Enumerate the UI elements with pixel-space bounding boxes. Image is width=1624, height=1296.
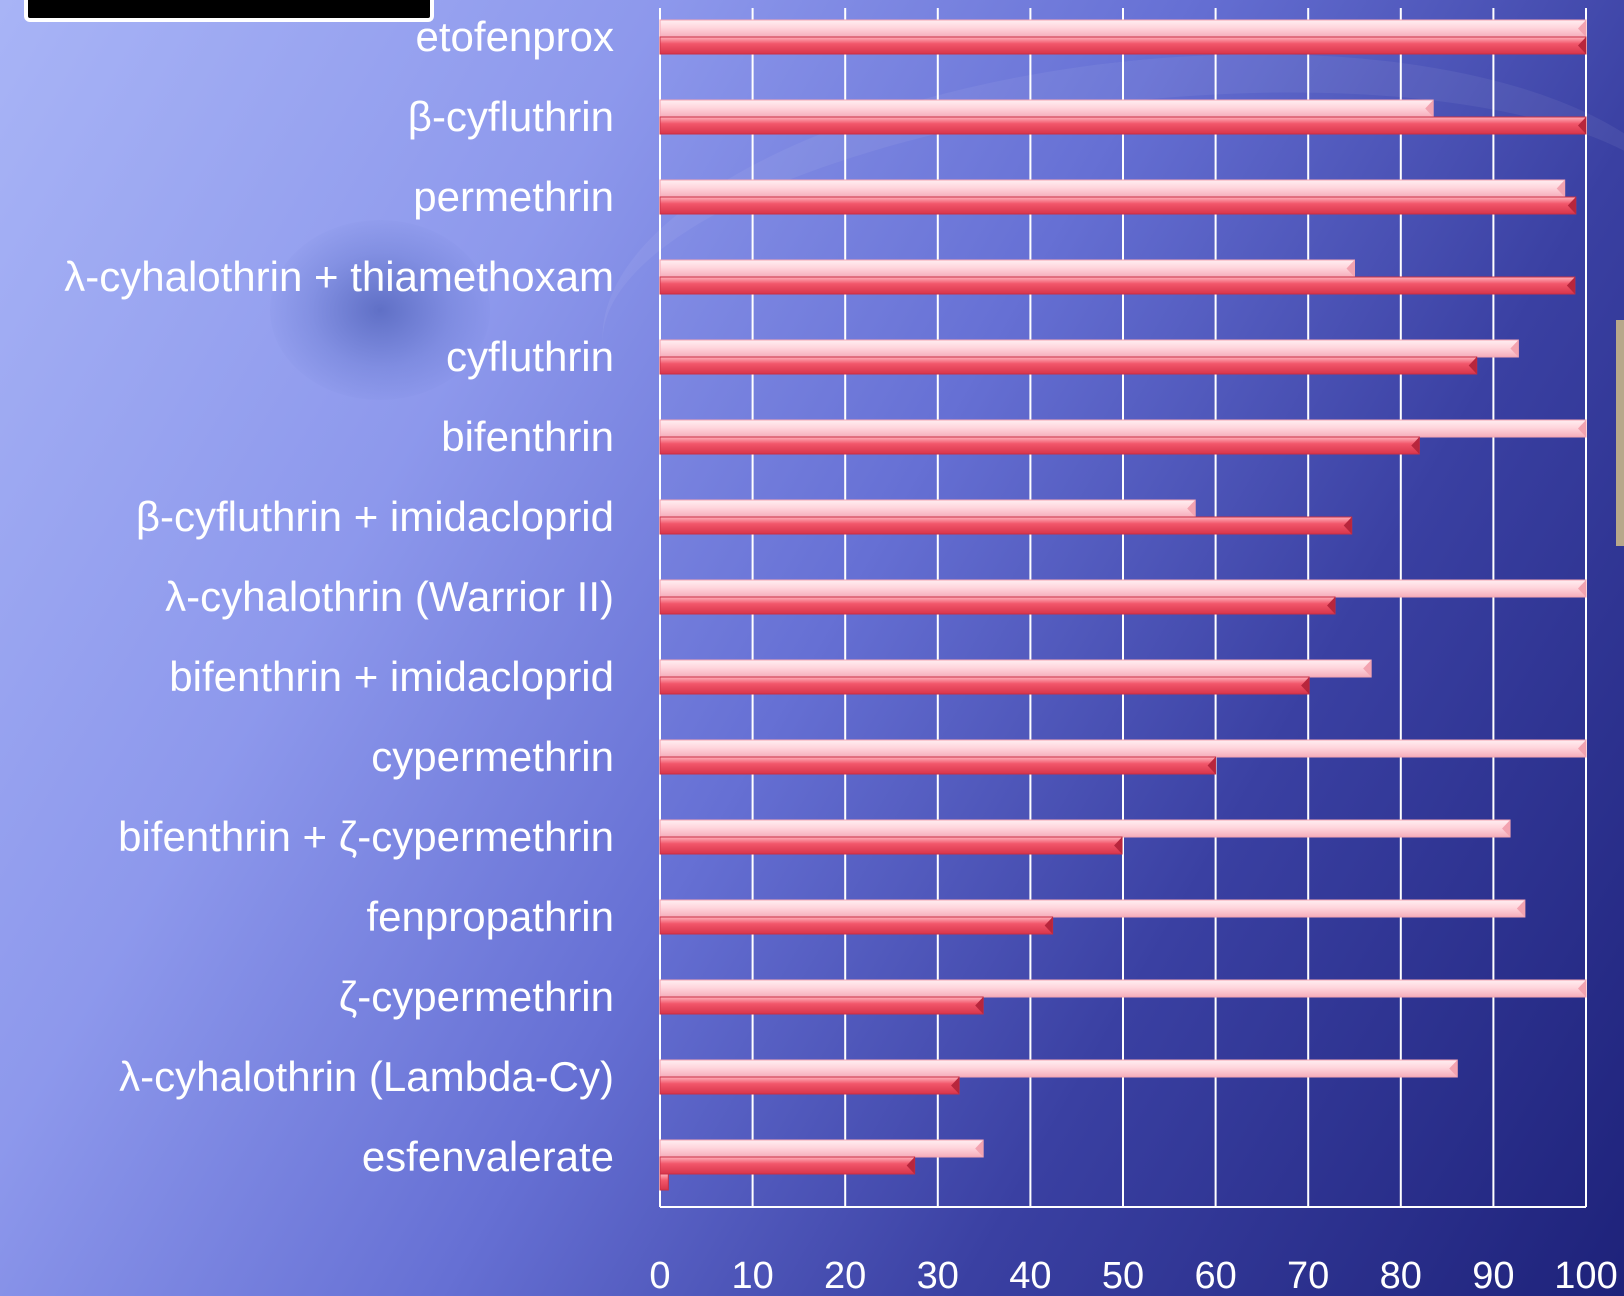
category-label: bifenthrin + ζ-cypermethrin	[118, 813, 614, 860]
bar-end-cap	[1363, 660, 1372, 677]
category-label: permethrin	[413, 173, 614, 220]
x-tick-label: 90	[1472, 1255, 1514, 1296]
category-label: λ-cyhalothrin + thiamethoxam	[64, 253, 614, 300]
category-label: esfenvalerate	[362, 1133, 614, 1180]
bar-series-2	[659, 116, 1587, 135]
bar-series-1	[659, 819, 1511, 838]
bar-end-cap	[1578, 580, 1586, 597]
bar-series-1	[659, 19, 1587, 38]
x-tick-label: 40	[1009, 1255, 1051, 1296]
bar-series-1	[659, 179, 1566, 198]
bar-end-cap	[1044, 917, 1053, 934]
bar-series-1	[659, 579, 1587, 598]
x-tick-label: 80	[1380, 1255, 1422, 1296]
bar-end-cap	[906, 1157, 915, 1174]
category-label: cypermethrin	[371, 733, 614, 780]
x-tick-label: 0	[649, 1255, 670, 1296]
bar-end-cap	[1578, 740, 1586, 757]
bar-series-1	[659, 1139, 984, 1158]
background-glow	[270, 220, 490, 400]
bar-end-cap	[975, 1140, 984, 1157]
bar-series-1	[659, 1059, 1458, 1078]
x-tick-label: 30	[917, 1255, 959, 1296]
category-label: λ-cyhalothrin (Warrior II)	[165, 573, 614, 620]
bar-end-cap	[1343, 517, 1352, 534]
bar-series-2	[659, 596, 1336, 615]
bar-end-cap	[1578, 980, 1586, 997]
bar-series-2	[659, 1156, 916, 1175]
category-label: ζ-cypermethrin	[339, 973, 614, 1020]
bar-end-cap	[1411, 437, 1420, 454]
bar-end-cap	[1301, 677, 1310, 694]
bar-end-cap	[951, 1077, 960, 1094]
bar-end-cap	[1346, 260, 1355, 277]
category-label: β-cyfluthrin	[408, 93, 614, 140]
bar-end-cap	[1327, 597, 1336, 614]
bar-series-1	[659, 339, 1519, 358]
bar-end-cap	[1578, 37, 1586, 54]
bar-series-1	[659, 419, 1587, 438]
bar-end-cap	[1425, 100, 1434, 117]
category-label: etofenprox	[416, 13, 614, 60]
adjacent-image-edge	[1616, 320, 1624, 546]
title-box	[24, 0, 434, 22]
bar-series-2	[659, 916, 1054, 935]
bar-series-1	[659, 899, 1526, 918]
bar-end-cap	[1187, 500, 1196, 517]
category-labels: etofenprox β-cyfluthrin permethrin λ-cyhalo…	[64, 13, 614, 1180]
category-label: cyfluthrin	[446, 333, 614, 380]
category-label: β-cyfluthrin + imidacloprid	[136, 493, 614, 540]
bars	[659, 19, 1587, 1191]
bar-end-cap	[1468, 357, 1477, 374]
bar-series-2	[659, 836, 1123, 855]
bar-end-cap	[1578, 20, 1586, 37]
category-label: fenpropathrin	[366, 893, 614, 940]
bar-series-1	[659, 659, 1372, 678]
x-tick-label: 10	[731, 1255, 773, 1296]
bar-series-2	[659, 36, 1587, 55]
bar-series-1	[659, 259, 1355, 278]
x-tick-labels: 0 10 20 30 40 50 60 70 80 90 100	[649, 1255, 1617, 1296]
bar-series-2	[659, 1076, 960, 1095]
bar-end-cap	[1449, 1060, 1458, 1077]
bar-series-2	[659, 756, 1217, 775]
category-label: λ-cyhalothrin (Lambda-Cy)	[119, 1053, 614, 1100]
bar-end-cap	[1567, 197, 1576, 214]
bar-series-3	[659, 1173, 669, 1191]
bar-series-2	[659, 996, 984, 1015]
bar-end-cap	[975, 997, 984, 1014]
bar-series-2	[659, 676, 1310, 695]
bar-end-cap	[1578, 420, 1586, 437]
category-label: bifenthrin + imidacloprid	[169, 653, 614, 700]
bar-end-cap	[1207, 757, 1216, 774]
bar-end-cap	[1578, 117, 1586, 134]
bar-end-cap	[1502, 820, 1511, 837]
bar-series-2	[659, 276, 1576, 295]
bar-series-1	[659, 99, 1434, 118]
bar-series-2	[659, 356, 1478, 375]
x-tick-label: 50	[1102, 1255, 1144, 1296]
bar-series-1	[659, 499, 1196, 518]
bar-series-1	[659, 739, 1587, 758]
x-tick-label: 100	[1554, 1255, 1617, 1296]
x-tick-label: 60	[1194, 1255, 1236, 1296]
bar-series-2	[659, 196, 1577, 215]
x-tick-label: 70	[1287, 1255, 1329, 1296]
bar-end-cap	[1566, 277, 1575, 294]
bar-end-cap	[1516, 900, 1525, 917]
bar-end-cap	[1510, 340, 1519, 357]
bar-series-1	[659, 979, 1587, 998]
category-label: bifenthrin	[441, 413, 614, 460]
bar-series-2	[659, 516, 1353, 535]
x-tick-label: 20	[824, 1255, 866, 1296]
bar-end-cap	[1114, 837, 1123, 854]
bar-series-2	[659, 436, 1420, 455]
bar-end-cap	[1556, 180, 1565, 197]
